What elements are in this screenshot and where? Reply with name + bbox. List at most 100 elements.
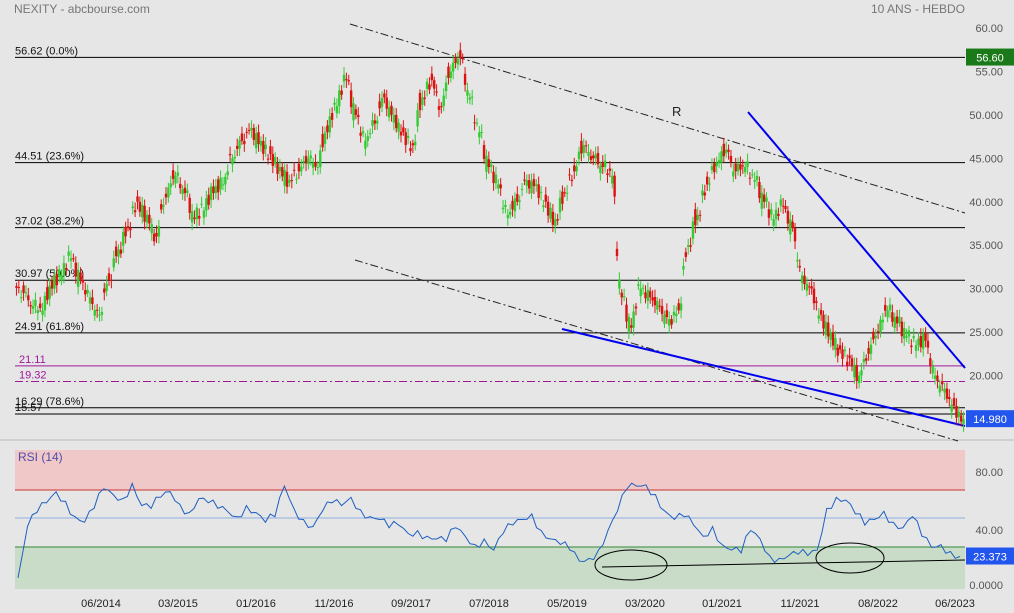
candle-body — [224, 176, 227, 185]
price-tick-label: 45.000 — [969, 153, 1003, 165]
candle-body — [406, 135, 410, 139]
rsi-low-ellipse-2 — [815, 542, 885, 574]
last-price-badge — [966, 410, 1014, 428]
candle-body — [781, 205, 785, 207]
candle-body — [950, 404, 953, 412]
candle-body — [193, 217, 196, 220]
price-tick-label: 40.000 — [969, 197, 1003, 209]
candle-body — [822, 314, 825, 329]
candle-body — [936, 375, 939, 382]
candle-body — [739, 164, 742, 170]
candle-body — [592, 155, 595, 159]
candle-body — [903, 328, 906, 339]
candle-body — [627, 316, 631, 332]
candle-body — [910, 345, 913, 348]
support-label: 21.11 — [19, 354, 46, 366]
rsi-tick-label: 40.00 — [975, 525, 1003, 537]
candle-body — [338, 90, 341, 107]
price-candles — [15, 42, 965, 432]
candle-body — [938, 385, 942, 393]
candle-body — [354, 109, 358, 115]
candle-body — [722, 143, 726, 157]
candle-body — [444, 82, 448, 92]
candle-body — [891, 312, 894, 322]
candle-body — [772, 219, 775, 226]
candle-body — [549, 207, 552, 219]
candle-body — [198, 215, 201, 219]
candle-body — [829, 332, 832, 340]
candle-body — [84, 290, 87, 295]
candle-body — [817, 315, 820, 319]
candle-body — [387, 107, 391, 118]
candle-body — [245, 131, 248, 133]
rsi-overbought-zone — [15, 450, 965, 490]
candle-body — [843, 349, 847, 352]
candle-body — [333, 102, 336, 105]
high-price-badge — [966, 48, 1014, 66]
rsi-low-ellipse-1 — [594, 549, 668, 581]
candle-body — [264, 144, 267, 150]
rsi-tick-label: 0.0000 — [969, 580, 1003, 592]
candle-body — [250, 127, 253, 131]
candle-body — [511, 200, 514, 210]
candle-body — [470, 96, 474, 98]
rsi-value-badge-text: 23.373 — [973, 552, 1007, 564]
candle-body — [150, 224, 153, 234]
candle-body — [573, 165, 576, 172]
candle-body — [869, 344, 873, 354]
candle-body — [321, 134, 324, 148]
candle-body — [81, 279, 85, 283]
candle-body — [959, 415, 963, 422]
candle-body — [378, 101, 381, 109]
candle-body — [523, 179, 526, 181]
candle-body — [19, 297, 23, 299]
candle-body — [311, 163, 315, 168]
candle-body — [800, 275, 804, 284]
candle-body — [169, 183, 172, 188]
candle-body — [962, 419, 965, 425]
candle-body — [881, 319, 885, 323]
candle-body — [262, 140, 265, 154]
candle-body — [402, 127, 405, 133]
candle-body — [504, 204, 507, 208]
candle-body — [926, 340, 930, 348]
fib-label: 37.02 (38.2%) — [15, 216, 84, 228]
candle-body — [34, 299, 37, 307]
candle-body — [38, 303, 42, 309]
candle-body — [383, 93, 386, 98]
candle-body — [760, 192, 763, 209]
candle-body — [238, 140, 241, 149]
candle-body — [518, 200, 521, 202]
candle-body — [43, 295, 47, 311]
candle-body — [489, 164, 493, 168]
candle-body — [565, 192, 569, 194]
candle-body — [741, 165, 745, 167]
candle-body — [914, 345, 918, 351]
candle-body — [117, 249, 120, 257]
candle-body — [943, 388, 946, 393]
candle-body — [276, 163, 279, 174]
candle-body — [157, 226, 161, 237]
candle-body — [217, 179, 220, 193]
candle-body — [257, 132, 260, 145]
candle-body — [152, 233, 156, 242]
candle-body — [357, 114, 360, 118]
candle-body — [359, 132, 362, 136]
candle-body — [326, 125, 329, 133]
candle-body — [810, 286, 813, 289]
candle-body — [876, 331, 880, 333]
x-tick-label: 05/2019 — [547, 598, 587, 610]
candle-body — [190, 211, 194, 223]
candle-body — [319, 150, 322, 168]
candle-body — [423, 97, 426, 99]
candle-body — [651, 297, 654, 301]
candle-body — [129, 227, 132, 231]
candle-body — [720, 151, 723, 163]
candle-body — [368, 133, 372, 135]
candle-body — [316, 167, 320, 169]
candle-body — [183, 187, 187, 194]
candle-body — [815, 301, 818, 303]
x-tick-label: 01/2021 — [702, 598, 742, 610]
candle-body — [525, 180, 528, 186]
candle-body — [596, 152, 600, 165]
